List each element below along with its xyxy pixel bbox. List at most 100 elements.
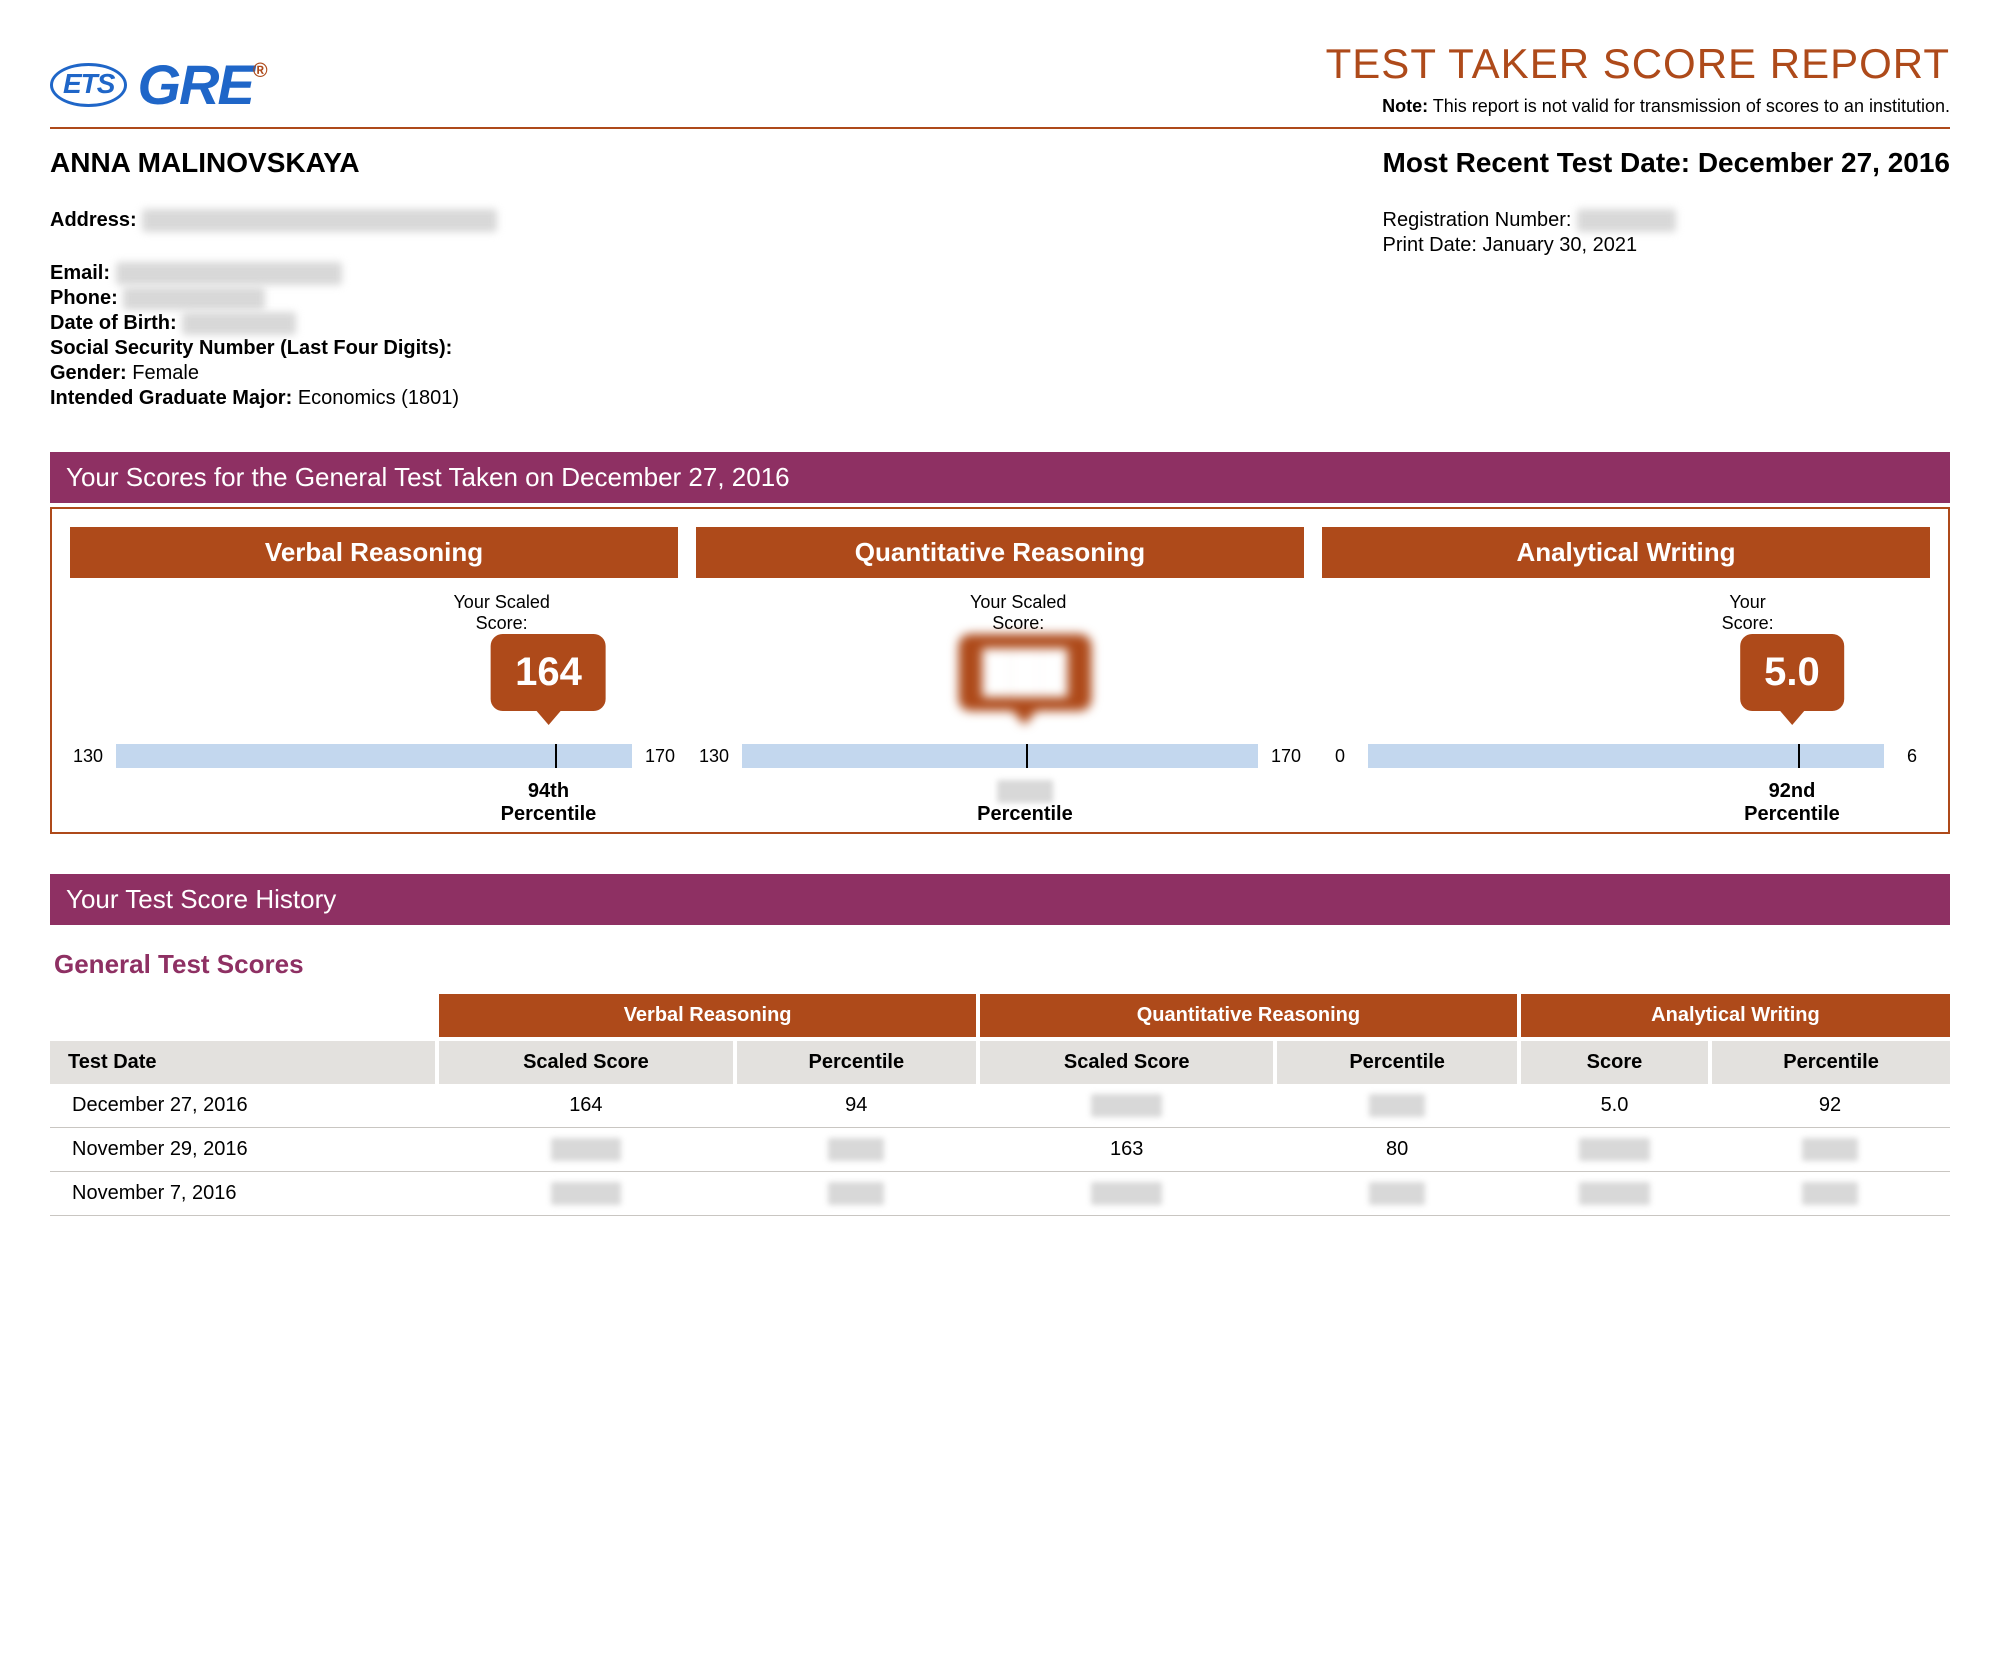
email-line: Email: ████████████████ bbox=[50, 262, 497, 285]
scores-section-bar: Your Scores for the General Test Taken o… bbox=[50, 452, 1950, 503]
score-cell: ███ bbox=[1519, 1172, 1710, 1216]
table-row: December 27, 201616494█████5.092 bbox=[50, 1084, 1950, 1128]
date-cell: December 27, 2016 bbox=[50, 1084, 437, 1128]
percentile-label: 94thPercentile bbox=[501, 780, 597, 826]
score-cell: ███ bbox=[978, 1172, 1275, 1216]
column-header: Percentile bbox=[1275, 1039, 1518, 1084]
column-header: Test Date bbox=[50, 1039, 437, 1084]
recent-test-date: Most Recent Test Date: December 27, 2016 bbox=[1383, 147, 1951, 179]
phone-line: Phone: ██████████ bbox=[50, 287, 497, 310]
bar-track bbox=[1368, 744, 1884, 768]
note-text: This report is not valid for transmissio… bbox=[1433, 96, 1950, 116]
score-card-title: Analytical Writing bbox=[1322, 527, 1930, 578]
bar-max: 170 bbox=[1268, 746, 1304, 767]
score-cell: ██ bbox=[735, 1172, 978, 1216]
bar-tick bbox=[555, 744, 557, 768]
bar-track bbox=[116, 744, 632, 768]
score-card-title: Quantitative Reasoning bbox=[696, 527, 1304, 578]
bar-max: 170 bbox=[642, 746, 678, 767]
note-line: Note: This report is not valid for trans… bbox=[1326, 96, 1950, 117]
history-col-row: Test DateScaled ScorePercentileScaled Sc… bbox=[50, 1039, 1950, 1084]
score-card-title: Verbal Reasoning bbox=[70, 527, 678, 578]
history-group-row: Verbal ReasoningQuantitative ReasoningAn… bbox=[50, 994, 1950, 1039]
score-wrap: 164 130 170 94thPercentile bbox=[70, 634, 678, 814]
blank-header bbox=[50, 994, 437, 1039]
score-badge: ███ bbox=[958, 634, 1091, 711]
history-subheading: General Test Scores bbox=[54, 949, 1950, 980]
bar-max: 6 bbox=[1894, 746, 1930, 767]
logo-block: ETS GRE® bbox=[50, 52, 266, 117]
info-group: Email: ████████████████ Phone: █████████… bbox=[50, 262, 497, 410]
group-header: Verbal Reasoning bbox=[437, 994, 978, 1039]
score-card-body: Your Scaled Score: 164 130 170 94thPerce… bbox=[70, 578, 678, 814]
dob-label: Date of Birth: bbox=[50, 312, 177, 334]
address-label: Address: bbox=[50, 209, 137, 231]
score-cell: ███ bbox=[437, 1172, 734, 1216]
score-cell: ███ bbox=[437, 1128, 734, 1172]
gender-line: Gender: Female bbox=[50, 362, 497, 385]
history-table: Verbal ReasoningQuantitative ReasoningAn… bbox=[50, 994, 1950, 1216]
column-header: Percentile bbox=[735, 1039, 978, 1084]
print-line: Print Date: January 30, 2021 bbox=[1383, 234, 1951, 257]
note-label: Note: bbox=[1382, 96, 1428, 116]
major-label: Intended Graduate Major: bbox=[50, 387, 292, 409]
ssn-line: Social Security Number (Last Four Digits… bbox=[50, 337, 497, 360]
left-info: ANNA MALINOVSKAYA Address: █████████████… bbox=[50, 147, 497, 412]
title-block: TEST TAKER SCORE REPORT Note: This repor… bbox=[1326, 40, 1950, 117]
print-value: January 30, 2021 bbox=[1483, 234, 1638, 256]
column-header: Percentile bbox=[1710, 1039, 1950, 1084]
phone-label: Phone: bbox=[50, 287, 118, 309]
dob-value: ████████ bbox=[182, 312, 295, 335]
score-card-verbal: Verbal Reasoning Your Scaled Score: 164 … bbox=[70, 527, 678, 814]
score-wrap: 5.0 0 6 92ndPercentile bbox=[1322, 634, 1930, 814]
score-bar-row: 130 170 bbox=[696, 744, 1304, 768]
score-cell: ██ bbox=[1275, 1172, 1518, 1216]
taker-name: ANNA MALINOVSKAYA bbox=[50, 147, 497, 179]
right-info: Most Recent Test Date: December 27, 2016… bbox=[1383, 147, 1951, 259]
dob-line: Date of Birth: ████████ bbox=[50, 312, 497, 335]
score-badge: 5.0 bbox=[1740, 634, 1844, 711]
score-cell: 94 bbox=[735, 1084, 978, 1128]
gender-value: Female bbox=[132, 362, 199, 384]
score-cell: 163 bbox=[978, 1128, 1275, 1172]
ssn-label: Social Security Number (Last Four Digits… bbox=[50, 337, 452, 359]
phone-value: ██████████ bbox=[123, 287, 265, 310]
score-cell: ███ bbox=[978, 1084, 1275, 1128]
reg-label: Registration Number: bbox=[1383, 209, 1572, 231]
scaled-score-label: Your Scaled Score: bbox=[380, 592, 623, 634]
score-cell: ██ bbox=[735, 1128, 978, 1172]
score-cell: 164 bbox=[437, 1084, 734, 1128]
header-row: ETS GRE® TEST TAKER SCORE REPORT Note: T… bbox=[50, 40, 1950, 117]
bar-min: 0 bbox=[1322, 746, 1358, 767]
registered-mark-icon: ® bbox=[253, 60, 266, 82]
bar-tick bbox=[1026, 744, 1028, 768]
major-line: Intended Graduate Major: Economics (1801… bbox=[50, 387, 497, 410]
ets-logo-icon: ETS bbox=[50, 63, 127, 107]
score-cell: ██ bbox=[1710, 1128, 1950, 1172]
reg-value: ███████ bbox=[1577, 209, 1676, 232]
score-cell: 80 bbox=[1275, 1128, 1518, 1172]
report-title: TEST TAKER SCORE REPORT bbox=[1326, 40, 1950, 88]
group-header: Quantitative Reasoning bbox=[978, 994, 1519, 1039]
gender-label: Gender: bbox=[50, 362, 127, 384]
address-line: Address: █████████████████████████ bbox=[50, 209, 497, 232]
reg-line: Registration Number: ███████ bbox=[1383, 209, 1951, 232]
score-cell: ███ bbox=[1519, 1128, 1710, 1172]
scaled-score-label: Your Scaled Score: bbox=[897, 592, 1140, 634]
history-section-bar: Your Test Score History bbox=[50, 874, 1950, 925]
email-label: Email: bbox=[50, 262, 110, 284]
table-row: November 29, 2016█████16380█████ bbox=[50, 1128, 1950, 1172]
bar-tick bbox=[1798, 744, 1800, 768]
percentile-label: ██Percentile bbox=[977, 780, 1073, 826]
email-value: ████████████████ bbox=[116, 262, 343, 285]
bar-min: 130 bbox=[696, 746, 732, 767]
score-wrap: ███ 130 170 ██Percentile bbox=[696, 634, 1304, 814]
score-cell: ██ bbox=[1710, 1172, 1950, 1216]
address-value: █████████████████████████ bbox=[142, 209, 496, 232]
column-header: Scaled Score bbox=[978, 1039, 1275, 1084]
score-card-writing: Analytical Writing Your Score: 5.0 0 6 9… bbox=[1322, 527, 1930, 814]
history-thead: Verbal ReasoningQuantitative ReasoningAn… bbox=[50, 994, 1950, 1084]
score-card-body: Your Score: 5.0 0 6 92ndPercentile bbox=[1322, 578, 1930, 814]
bar-min: 130 bbox=[70, 746, 106, 767]
date-cell: November 7, 2016 bbox=[50, 1172, 437, 1216]
